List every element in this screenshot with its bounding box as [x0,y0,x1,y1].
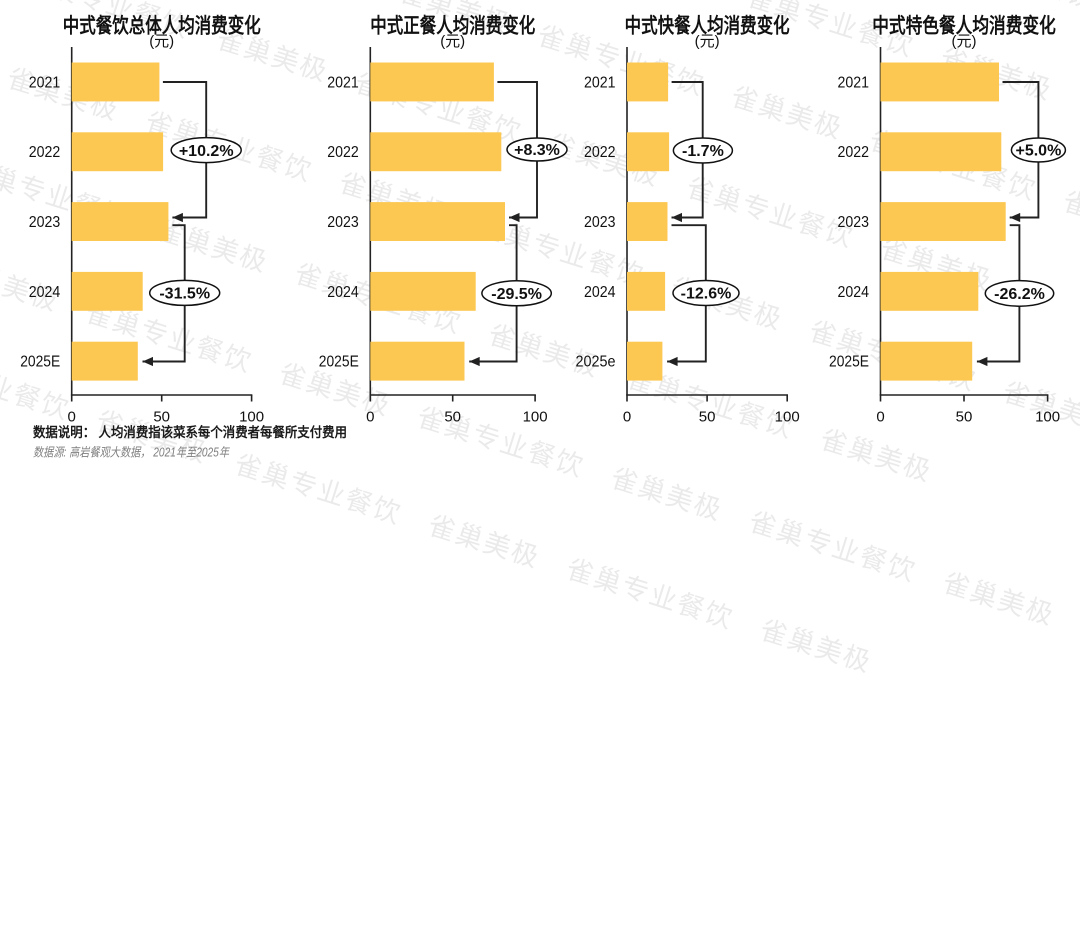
svg-text:2024: 2024 [29,284,61,301]
svg-text:2023: 2023 [584,214,616,231]
svg-text:2025E: 2025E [829,354,869,371]
svg-text:2024: 2024 [838,284,870,301]
svg-text:100: 100 [775,409,800,426]
svg-text:中式特色餐人均消费变化: 中式特色餐人均消费变化 [872,14,1056,38]
svg-text:2021: 2021 [327,75,359,92]
svg-text:2021: 2021 [838,75,870,92]
svg-text:2022: 2022 [327,144,359,161]
svg-text:中式正餐人均消费变化: 中式正餐人均消费变化 [370,14,535,38]
svg-text:2022: 2022 [584,144,616,161]
svg-text:+10.2%: +10.2% [179,143,234,160]
svg-text:数据源: 高岩餐观大数据， 2021年至2025年: 数据源: 高岩餐观大数据， 2021年至2025年 [33,446,230,460]
svg-text:0: 0 [623,409,631,426]
svg-text:2021: 2021 [584,75,616,92]
svg-text:2023: 2023 [29,214,61,231]
svg-text:2024: 2024 [327,284,359,301]
svg-text:-31.5%: -31.5% [159,286,210,303]
svg-text:50: 50 [956,409,973,426]
svg-text:2024: 2024 [584,284,616,301]
svg-text:2025E: 2025E [319,354,359,371]
svg-text:(元): (元) [149,33,174,50]
svg-text:0: 0 [68,409,76,426]
svg-text:中式快餐人均消费变化: 中式快餐人均消费变化 [625,14,790,38]
svg-text:2023: 2023 [838,214,870,231]
svg-text:+5.0%: +5.0% [1015,143,1061,160]
svg-text:0: 0 [876,409,884,426]
svg-text:(元): (元) [695,33,720,50]
svg-text:-26.2%: -26.2% [994,286,1045,303]
svg-text:-29.5%: -29.5% [491,286,542,303]
svg-text:100: 100 [523,409,548,426]
svg-text:2025E: 2025E [20,354,60,371]
svg-text:-1.7%: -1.7% [682,143,724,160]
svg-text:(元): (元) [952,33,977,50]
svg-text:2023: 2023 [327,214,359,231]
svg-text:50: 50 [153,409,170,426]
svg-text:+8.3%: +8.3% [514,142,560,159]
svg-text:100: 100 [239,409,264,426]
svg-text:50: 50 [444,409,461,426]
svg-text:50: 50 [699,409,716,426]
svg-text:数据说明： 人均消费指该菜系每个消费者每餐所支付费用: 数据说明： 人均消费指该菜系每个消费者每餐所支付费用 [33,424,347,440]
svg-text:2021: 2021 [29,75,61,92]
svg-text:100: 100 [1035,409,1060,426]
svg-text:2025e: 2025e [576,354,616,371]
svg-text:2022: 2022 [29,144,61,161]
svg-text:-12.6%: -12.6% [681,286,732,303]
svg-text:(元): (元) [440,33,465,50]
svg-text:2022: 2022 [838,144,870,161]
svg-text:0: 0 [366,409,374,426]
svg-text:中式餐饮总体人均消费变化: 中式餐饮总体人均消费变化 [63,14,261,38]
